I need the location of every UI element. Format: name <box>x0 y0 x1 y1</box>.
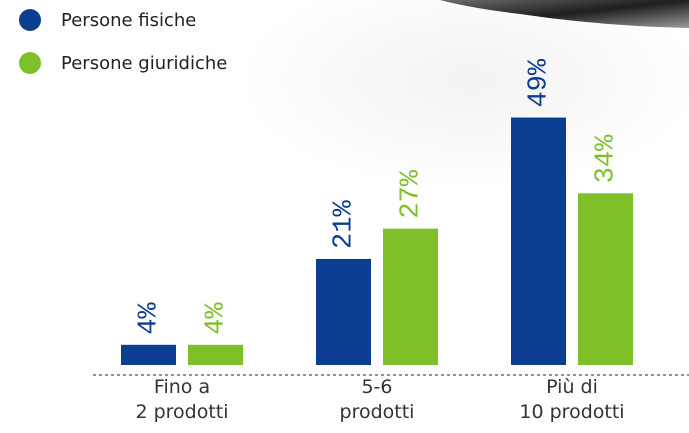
value-label: 49% <box>525 58 555 107</box>
bar <box>121 345 176 365</box>
bar <box>578 193 633 365</box>
legend-label: Persone giuridiche <box>61 53 227 74</box>
legend-label: Persone fisiche <box>61 10 196 31</box>
legend-marker <box>19 9 41 31</box>
value-label: 21% <box>330 200 360 249</box>
bar <box>188 345 243 365</box>
page: {"chart_data": {"type": "bar", "categori… <box>0 0 689 433</box>
value-label: 4% <box>202 302 232 335</box>
value-label: 27% <box>397 169 427 218</box>
value-label: 34% <box>592 134 622 183</box>
value-label: 4% <box>135 302 165 335</box>
legend-marker <box>19 52 41 74</box>
chart: Persone fisichePersone giuridicheFino a2… <box>0 0 689 433</box>
bar <box>511 118 566 365</box>
bar <box>383 229 438 365</box>
bar <box>316 259 371 365</box>
